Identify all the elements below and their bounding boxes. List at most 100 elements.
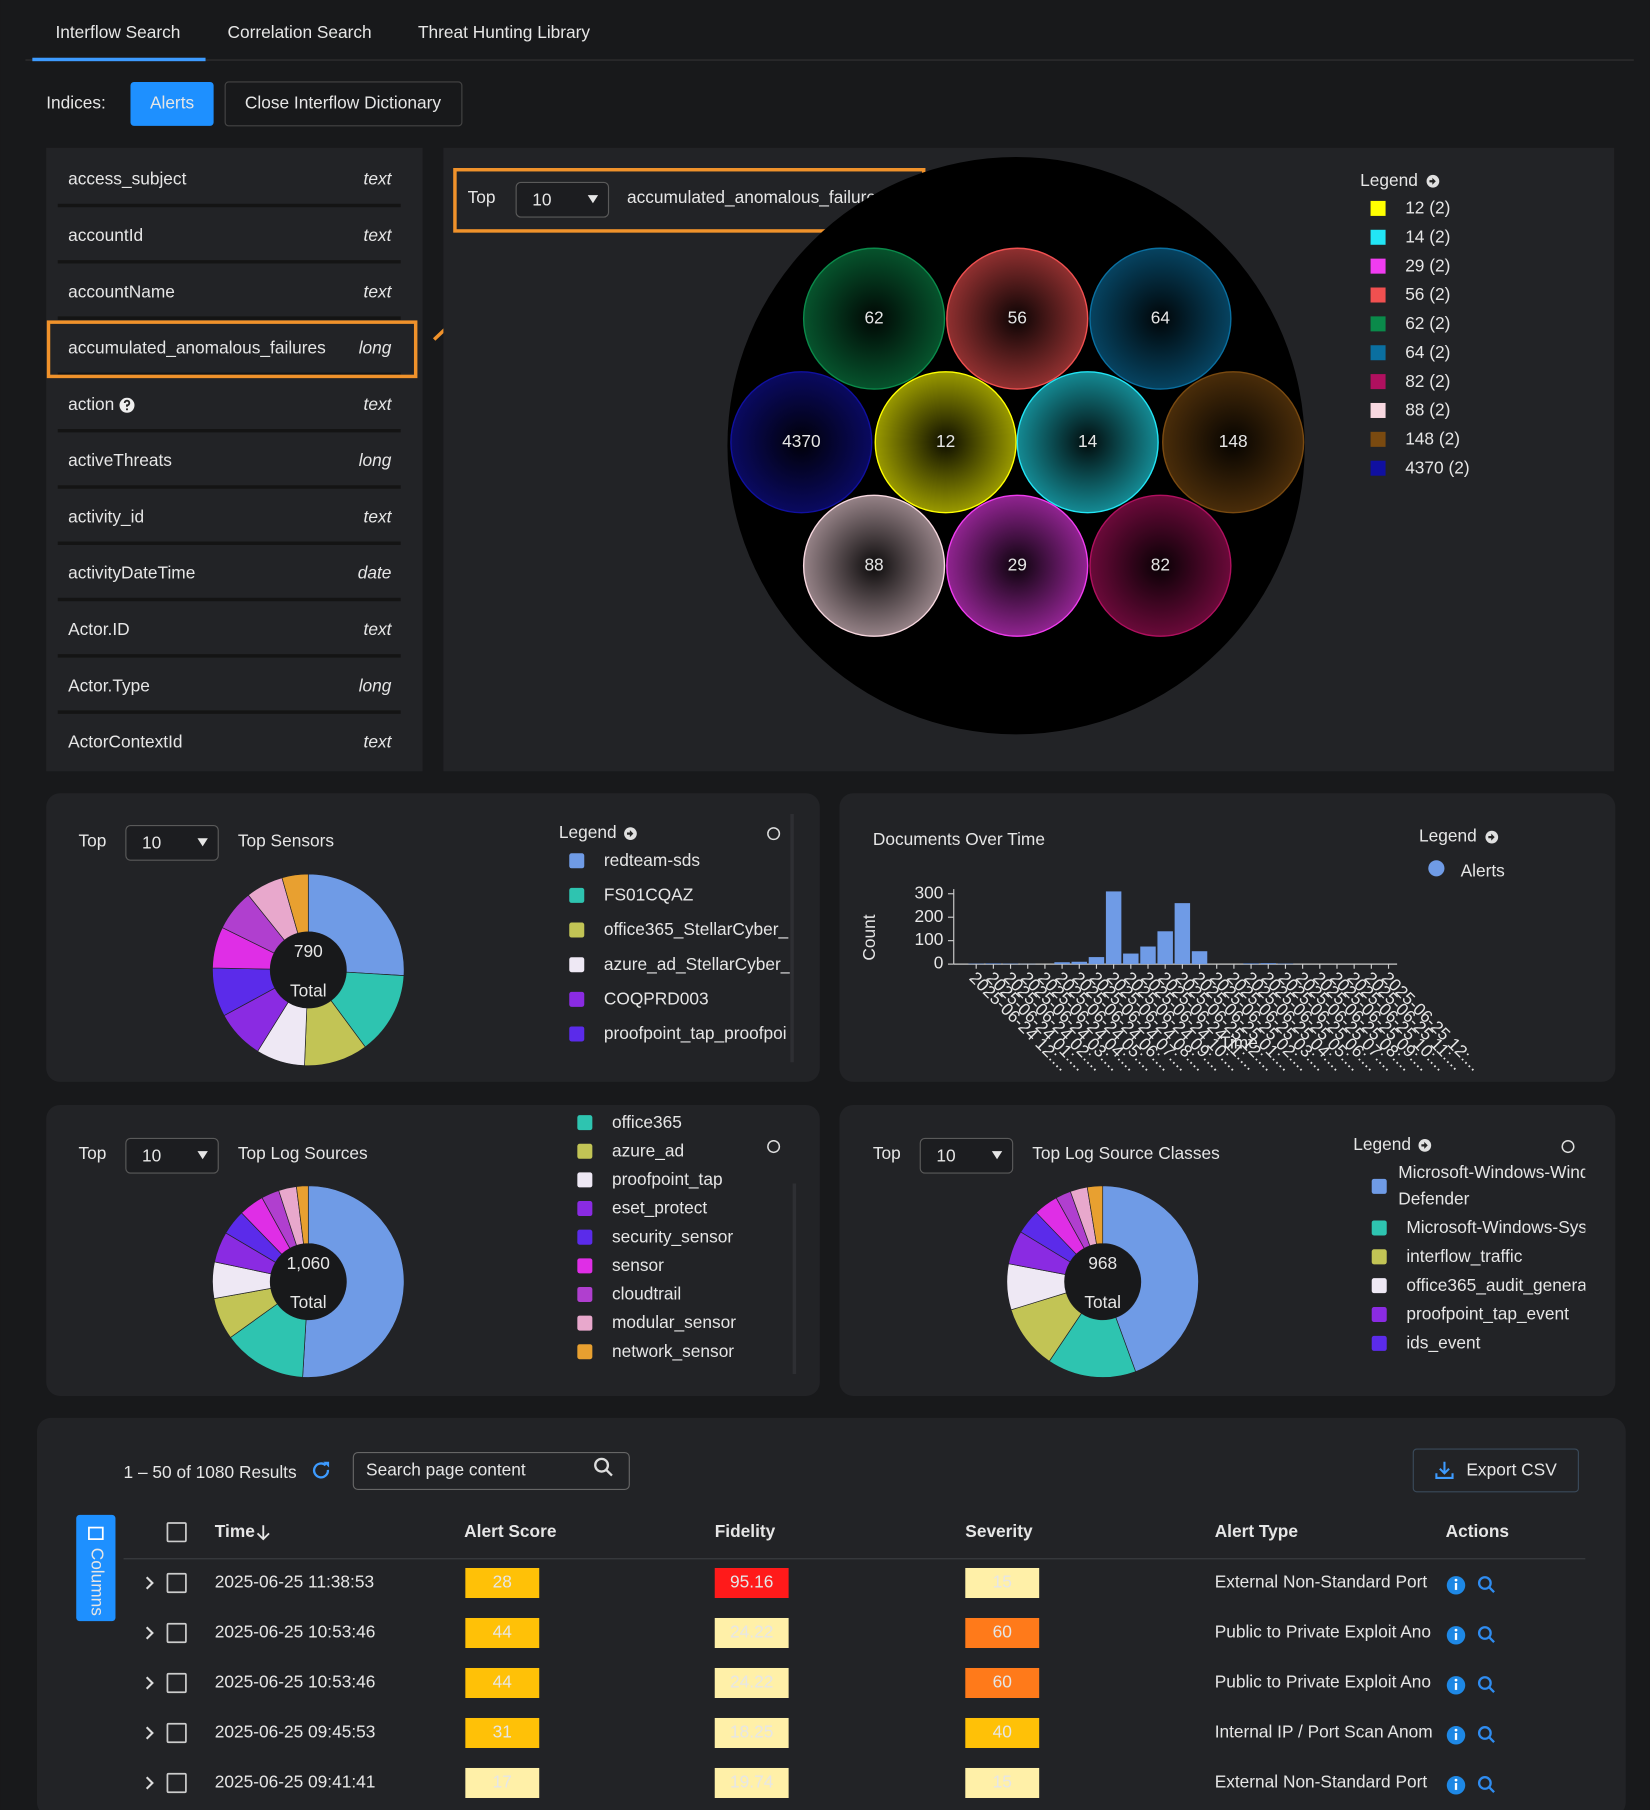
- bar[interactable]: [1157, 931, 1173, 965]
- legend-swatch[interactable]: [577, 1201, 593, 1217]
- legend-swatch[interactable]: [577, 1315, 593, 1331]
- column-header[interactable]: Actions: [1446, 1521, 1509, 1541]
- field-type: text: [364, 169, 393, 189]
- bar[interactable]: [1054, 962, 1070, 965]
- expand-chevron[interactable]: [145, 1676, 154, 1690]
- bar[interactable]: [985, 963, 1002, 965]
- row-checkbox[interactable]: [166, 1622, 187, 1644]
- legend-swatch[interactable]: [577, 1172, 593, 1188]
- legend-select-all[interactable]: [767, 1140, 781, 1154]
- inspect-icon[interactable]: [1477, 1776, 1492, 1790]
- bubble[interactable]: [1016, 371, 1159, 514]
- bar[interactable]: [1105, 891, 1122, 965]
- field-name[interactable]: activityDateTime: [68, 563, 195, 583]
- expand-chevron[interactable]: [145, 1576, 154, 1590]
- tab[interactable]: Threat Hunting Library: [418, 22, 590, 42]
- legend-swatch[interactable]: [577, 1143, 593, 1159]
- top-n-select[interactable]: [515, 181, 610, 218]
- legend-swatch[interactable]: [577, 1229, 593, 1245]
- legend-swatch[interactable]: [1371, 1278, 1387, 1294]
- row-checkbox[interactable]: [166, 1722, 187, 1744]
- columns-button[interactable]: [76, 1514, 116, 1622]
- top-n-select[interactable]: [125, 824, 219, 861]
- select-all-checkbox[interactable]: [166, 1522, 187, 1543]
- field-name[interactable]: action: [68, 394, 114, 414]
- field-name[interactable]: Actor.ID: [68, 619, 130, 639]
- column-header[interactable]: Fidelity: [715, 1521, 776, 1541]
- expand-chevron[interactable]: [145, 1626, 154, 1640]
- legend-swatch[interactable]: [577, 1344, 593, 1360]
- bubble[interactable]: [802, 247, 946, 390]
- bar[interactable]: [1174, 903, 1191, 965]
- expand-chevron[interactable]: [145, 1776, 154, 1790]
- pie-total: 790: [294, 941, 323, 961]
- legend-swatch[interactable]: [569, 957, 585, 973]
- legend-swatch[interactable]: [569, 991, 585, 1007]
- bubble-label: 29: [1008, 554, 1027, 574]
- row-checkbox[interactable]: [166, 1672, 187, 1694]
- field-name[interactable]: activeThreats: [68, 450, 172, 470]
- legend-label: eset_protect: [612, 1198, 707, 1218]
- bubble[interactable]: [802, 494, 946, 637]
- dictionary-button[interactable]: [224, 81, 463, 127]
- field-name[interactable]: accountId: [68, 225, 143, 245]
- bar[interactable]: [1260, 963, 1276, 965]
- bar[interactable]: [1088, 957, 1105, 965]
- bubble[interactable]: [874, 371, 1017, 514]
- field-name[interactable]: accountName: [68, 281, 175, 301]
- legend-select-all[interactable]: [767, 827, 781, 841]
- column-header[interactable]: Time: [215, 1521, 255, 1541]
- legend-select-all[interactable]: [1561, 1140, 1575, 1154]
- field-name[interactable]: accumulated_anomalous_failures: [68, 338, 326, 358]
- tab[interactable]: Correlation Search: [227, 22, 371, 42]
- search-box[interactable]: [352, 1451, 630, 1491]
- row-checkbox[interactable]: [166, 1572, 187, 1594]
- bar[interactable]: [1140, 946, 1156, 965]
- field-name[interactable]: ActorContextId: [68, 732, 182, 752]
- legend-swatch[interactable]: [569, 1026, 585, 1042]
- legend-swatch[interactable]: [569, 922, 585, 938]
- bar[interactable]: [1243, 963, 1259, 965]
- badge: [714, 1567, 789, 1599]
- bubble[interactable]: [946, 494, 1089, 637]
- tab[interactable]: Interflow Search: [55, 22, 180, 42]
- cell-alert-type: Public to Private Exploit Ano: [1215, 1622, 1431, 1642]
- inspect-icon[interactable]: [1477, 1626, 1492, 1640]
- inspect-icon[interactable]: [1477, 1726, 1492, 1740]
- inspect-icon[interactable]: [1477, 1576, 1492, 1590]
- top-n-select[interactable]: [919, 1137, 1014, 1174]
- legend-swatch[interactable]: [1371, 1178, 1387, 1194]
- bubble[interactable]: [1089, 247, 1232, 390]
- bubble[interactable]: [730, 371, 873, 514]
- alerts-button[interactable]: [130, 81, 214, 126]
- help-glyph-dot: [125, 408, 129, 411]
- bubble[interactable]: [1162, 371, 1305, 514]
- row-checkbox[interactable]: [166, 1772, 187, 1794]
- column-header[interactable]: Alert Type: [1215, 1521, 1299, 1541]
- legend-swatch[interactable]: [1371, 1249, 1387, 1265]
- bubble[interactable]: [946, 247, 1089, 390]
- field-name[interactable]: access_subject: [68, 169, 186, 189]
- column-header[interactable]: Severity: [965, 1521, 1033, 1541]
- bar[interactable]: [1123, 953, 1139, 965]
- refresh-icon[interactable]: [313, 1462, 330, 1479]
- export-button[interactable]: [1412, 1448, 1579, 1493]
- legend-swatch[interactable]: [569, 887, 585, 903]
- expand-chevron[interactable]: [145, 1726, 154, 1740]
- top-n-select[interactable]: [125, 1137, 219, 1174]
- bar[interactable]: [1191, 951, 1208, 965]
- legend-swatch[interactable]: [569, 853, 585, 869]
- bar[interactable]: [1071, 961, 1088, 965]
- legend-swatch[interactable]: [1371, 1307, 1387, 1323]
- column-header[interactable]: Alert Score: [464, 1521, 557, 1541]
- legend-swatch[interactable]: [1371, 1335, 1387, 1351]
- badge-value: 60: [993, 1622, 1012, 1642]
- legend-swatch[interactable]: [577, 1286, 593, 1302]
- legend-swatch[interactable]: [577, 1258, 593, 1274]
- legend-swatch[interactable]: [1371, 1220, 1387, 1236]
- inspect-icon[interactable]: [1477, 1676, 1492, 1690]
- legend-swatch[interactable]: [577, 1115, 593, 1131]
- bubble[interactable]: [1089, 494, 1232, 637]
- field-name[interactable]: Actor.Type: [68, 675, 150, 695]
- field-name[interactable]: activity_id: [68, 506, 144, 526]
